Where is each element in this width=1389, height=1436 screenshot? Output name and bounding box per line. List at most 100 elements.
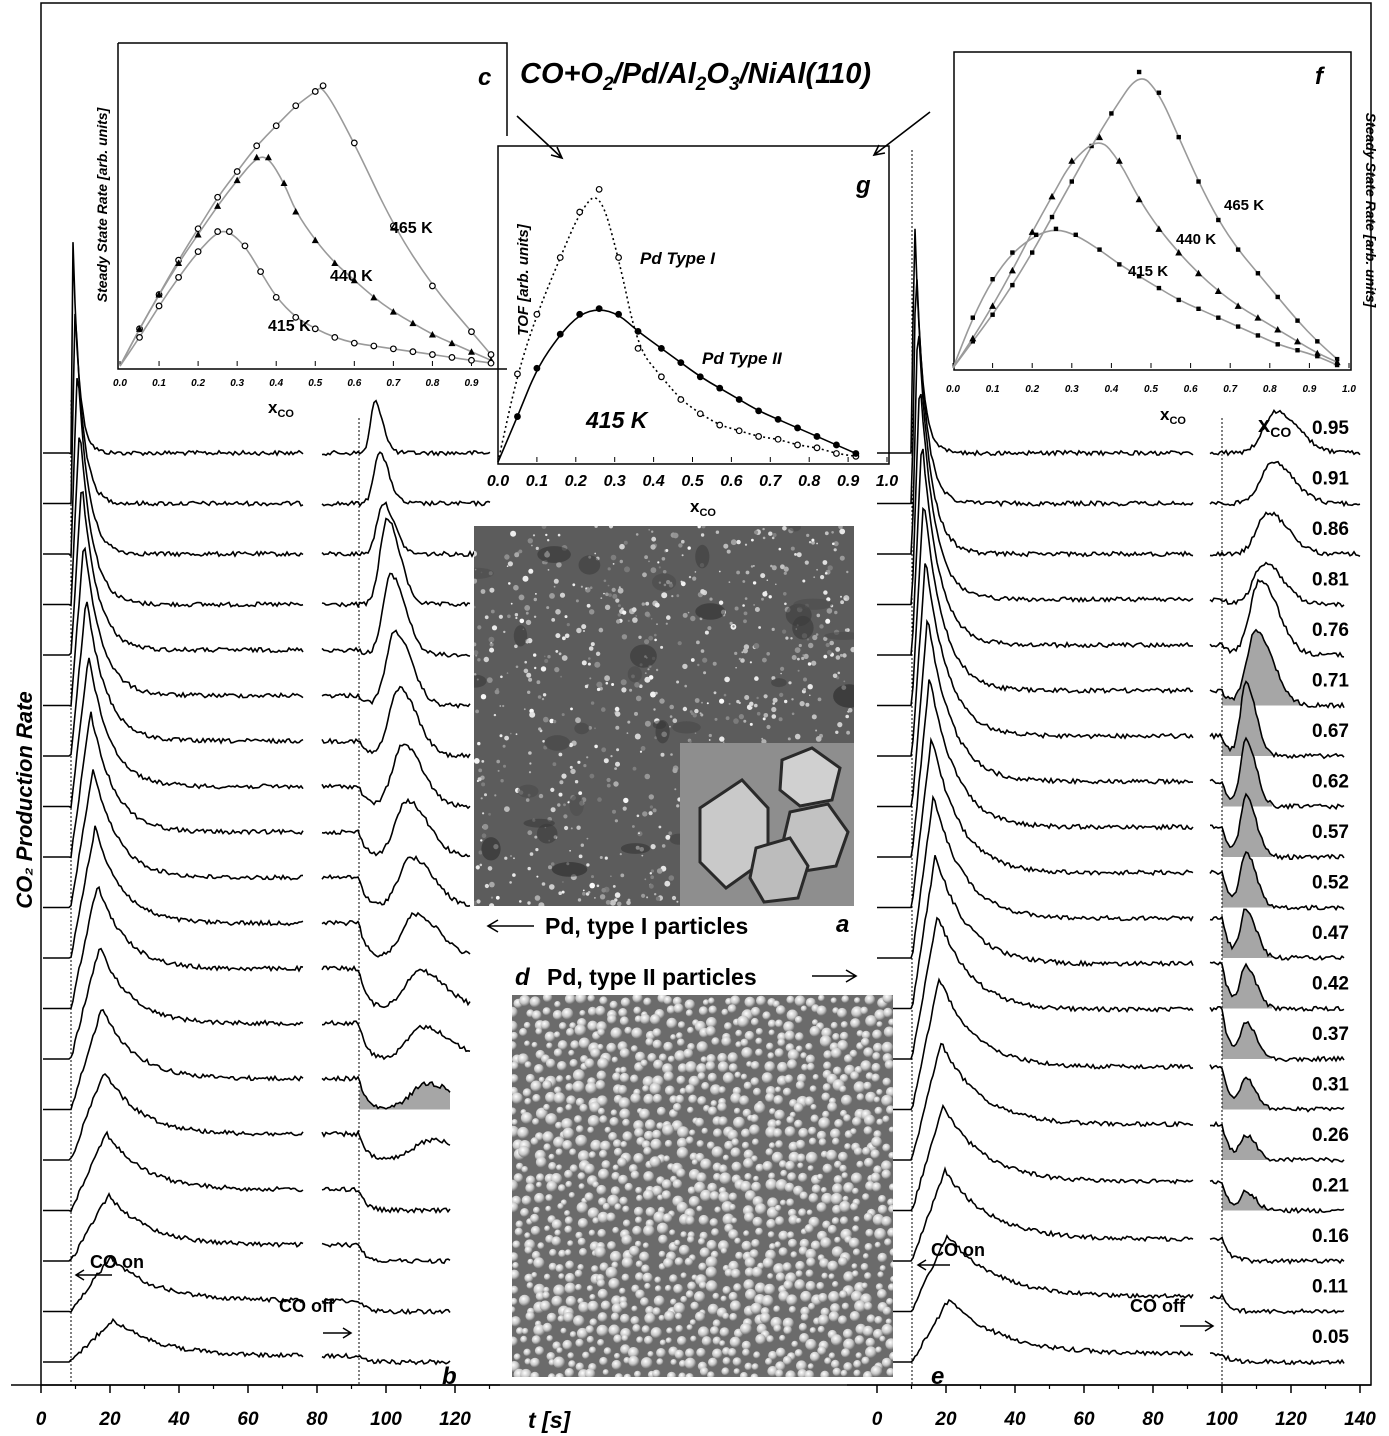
data-point (657, 345, 665, 352)
data-point (833, 441, 840, 449)
co-off-arrow-b (323, 1327, 353, 1339)
x-tick-label: 100 (370, 1409, 402, 1430)
shaded-area (1222, 794, 1272, 857)
data-point (1069, 179, 1074, 184)
data-point (1175, 249, 1183, 256)
co2-trace-on (43, 1192, 304, 1262)
series-line (952, 78, 1338, 369)
data-point (1135, 195, 1143, 203)
data-point (514, 413, 521, 420)
co2-trace-on (877, 736, 1194, 909)
data-point (1010, 250, 1015, 255)
data-point (194, 230, 202, 238)
co2-trace-on (877, 618, 1194, 808)
data-point (1136, 69, 1142, 75)
co-off-label-b: CO off (279, 1296, 335, 1316)
co2-trace-on (43, 491, 304, 656)
x-tick-label: 140 (1344, 1409, 1376, 1430)
co2-trace-off (1209, 1064, 1345, 1113)
data-point (257, 268, 264, 276)
inset-x-tick-label: 0.3 (230, 378, 244, 389)
data-point (1010, 282, 1015, 288)
type2-label: Pd, type II particles (547, 964, 757, 990)
xco-value: 0.86 (1312, 519, 1349, 540)
data-point (350, 139, 358, 147)
data-point (272, 293, 280, 301)
data-point (1274, 326, 1282, 333)
data-point (448, 339, 456, 347)
co2-trace-on (43, 601, 304, 757)
data-point (409, 319, 417, 327)
data-point (1235, 247, 1241, 252)
x-tick-label: 100 (1206, 1409, 1238, 1430)
data-point (989, 302, 997, 309)
panel-label-f: f (1315, 63, 1325, 90)
xco-value: 0.91 (1312, 469, 1349, 490)
data-point (175, 273, 182, 281)
co2-trace-on (877, 977, 1194, 1111)
data-point (533, 310, 541, 318)
inset-x-tick-label: 0.5 (1144, 384, 1158, 395)
co2-trace-off (1209, 680, 1345, 760)
co2-trace-on (877, 1166, 1194, 1262)
co2-trace-on (43, 711, 304, 859)
co2-trace-off (321, 1074, 451, 1110)
data-point (253, 153, 261, 161)
y-axis-label: CO₂ Production Rate (12, 691, 37, 908)
co-on-arrow-b (74, 1269, 112, 1281)
title-arrow-right (872, 111, 931, 157)
co2-trace-off (1209, 1179, 1345, 1214)
data-point (595, 305, 603, 313)
data-point (253, 142, 261, 150)
inset-x-tick-label: 0.4 (269, 378, 283, 389)
co2-trace-on (43, 242, 304, 457)
data-point (429, 351, 436, 358)
data-point (1156, 285, 1162, 291)
inset-x-tick-label: 0.2 (191, 378, 205, 389)
co2-trace-on (877, 1042, 1194, 1161)
data-point (990, 312, 995, 317)
xco-value: 0.11 (1312, 1277, 1348, 1298)
data-point (1073, 232, 1078, 237)
x-tick-label: 80 (306, 1409, 328, 1430)
co2-trace-off (1209, 511, 1361, 557)
co-on-label-b: CO on (90, 1252, 144, 1272)
data-point (774, 416, 782, 423)
inset-x-tick-label: 0.9 (1302, 384, 1316, 395)
series-label: Pd Type II (702, 349, 783, 368)
co2-trace-on (43, 1072, 304, 1161)
inset-x-tick-label: 0.7 (759, 473, 782, 490)
data-point (576, 310, 584, 318)
inset-x-tick-label: 0.8 (425, 378, 439, 389)
co2-trace-off (1209, 736, 1345, 811)
xco-value: 0.57 (1312, 822, 1349, 843)
data-point (755, 407, 763, 415)
co-off-arrow-e (1180, 1320, 1215, 1332)
x-tick-label: 80 (1142, 1409, 1164, 1430)
data-point (1214, 287, 1222, 295)
co2-trace-on (877, 855, 1194, 1010)
figure-frame (40, 2, 1372, 1386)
co2-trace-off (321, 1241, 451, 1265)
panel-e-traces (877, 228, 1361, 1366)
x-tick-label: 60 (1073, 1409, 1095, 1430)
xco-value: 0.05 (1312, 1327, 1349, 1348)
data-point (468, 356, 475, 364)
data-point (1109, 111, 1114, 116)
data-point (1089, 143, 1094, 149)
x-tick-label: 0 (36, 1409, 47, 1430)
data-point (852, 450, 860, 457)
data-point (311, 88, 319, 95)
x-tick-label: 40 (167, 1409, 190, 1430)
data-point (389, 222, 397, 230)
co2-trace-off (321, 964, 471, 1009)
co2-trace-on (43, 885, 304, 1010)
data-point (409, 348, 417, 356)
data-point (1176, 134, 1181, 140)
inset-c: c Steady State Rate [arb. units] xCO 0.0… (94, 42, 508, 420)
data-point (331, 334, 339, 341)
inset-x-tick-label: 0.7 (1223, 384, 1237, 395)
xco-values: 0.95 0.91 0.86 0.81 0.76 0.71 0.67 0.62 0.57 0.52… (1312, 418, 1349, 1348)
data-point (487, 359, 495, 367)
inset-x-tick-label: 0.6 (720, 473, 742, 490)
